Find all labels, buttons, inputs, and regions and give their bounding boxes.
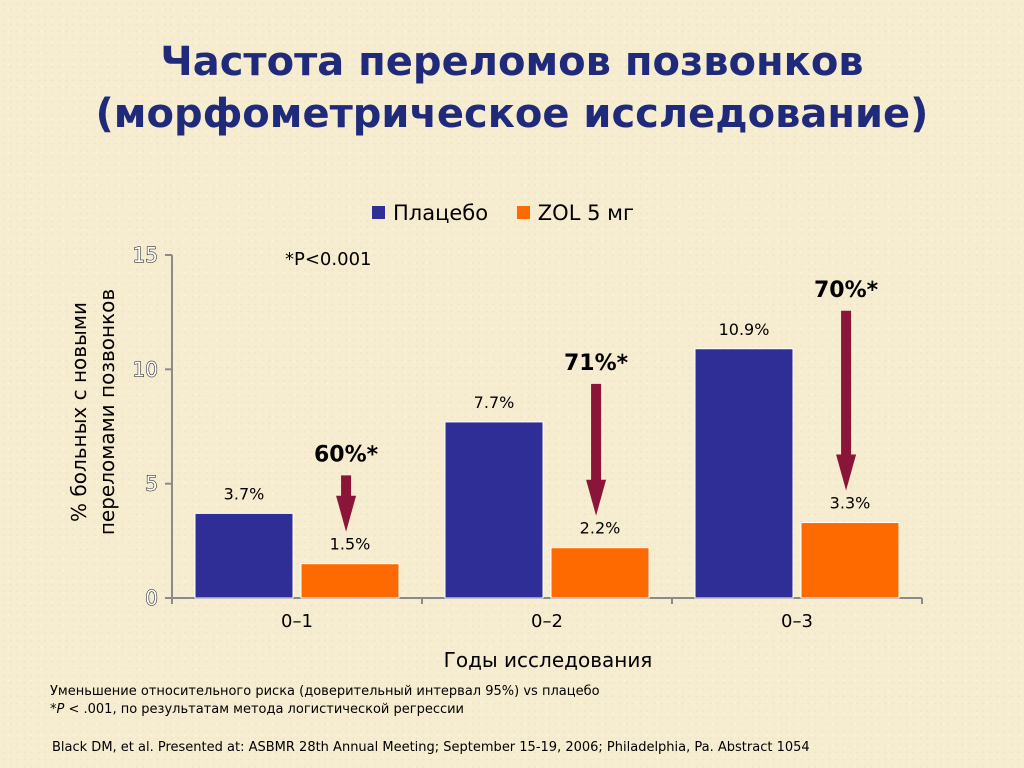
- y-tick-label-1: 5: [145, 472, 158, 496]
- bar-zol-1: [550, 547, 650, 599]
- bar-placebo-0: [194, 512, 294, 599]
- bar-placebo-1: [444, 421, 544, 599]
- y-tick-label-3: 15: [133, 243, 158, 267]
- footnote-line1: Уменьшение относительного риска (доверит…: [50, 684, 600, 699]
- risk-reduction-label-0: 60%*: [314, 442, 379, 467]
- data-label-placebo-0: 3.7%: [224, 484, 265, 503]
- slide-title-line1: Частота переломов позвонков: [160, 39, 864, 85]
- risk-reduction-label-1: 71%*: [564, 351, 629, 376]
- legend-item-placebo: Плацебо: [372, 201, 488, 225]
- bar-zol-2: [800, 522, 900, 599]
- risk-reduction-arrow-0: [336, 475, 357, 532]
- x-tick-label-0: 0–1: [281, 611, 313, 632]
- slide-title-line2: (морфометрическое исследование): [95, 91, 929, 137]
- risk-reduction-label-2: 70%*: [814, 278, 879, 303]
- y-tick-label-0: 0: [145, 586, 158, 610]
- risk-reduction-arrow-1: [586, 383, 607, 516]
- risk-reduction-arrow-2: [836, 310, 857, 491]
- x-axis-title: Годы исследования: [444, 648, 653, 672]
- y-axis-title: % больных с новыми переломами позвонков: [67, 289, 119, 535]
- bar-zol-0: [300, 563, 400, 599]
- data-label-zol-1: 2.2%: [580, 519, 621, 538]
- legend-label-zol: ZOL 5 мг: [537, 200, 634, 225]
- y-tick-label-2: 10: [133, 357, 158, 381]
- footnote-p: P: [56, 702, 65, 717]
- footnote-rest: < .001, по результатам метода логистичес…: [64, 702, 465, 717]
- x-tick-label-1: 0–2: [531, 611, 563, 632]
- legend-item-zol: ZOL 5 мг: [516, 200, 634, 225]
- chart-legend: Плацебо ZOL 5 мг: [372, 200, 656, 225]
- citation: Black DM, et al. Presented at: ASBMR 28t…: [52, 740, 810, 755]
- y-axis-title-line1: % больных с новыми: [67, 302, 91, 522]
- data-label-zol-0: 1.5%: [330, 535, 371, 554]
- pvalue-note: *P<0.001: [285, 249, 371, 270]
- legend-label-placebo: Плацебо: [393, 200, 489, 225]
- data-label-zol-2: 3.3%: [830, 494, 871, 513]
- data-label-placebo-1: 7.7%: [474, 393, 515, 412]
- footnote-line2: *P < .001, по результатам метода логисти…: [50, 702, 464, 717]
- bar-placebo-2: [694, 348, 794, 599]
- footnote-star: *: [50, 702, 57, 717]
- legend-swatch-zol: [516, 206, 530, 219]
- data-label-placebo-2: 10.9%: [719, 320, 770, 339]
- y-axis-title-line2: переломами позвонков: [95, 289, 119, 535]
- x-tick-label-2: 0–3: [781, 611, 813, 632]
- legend-swatch-placebo: [372, 206, 385, 219]
